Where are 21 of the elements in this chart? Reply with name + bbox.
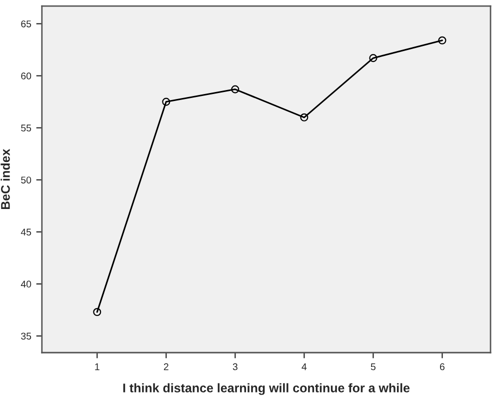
x-tick-label: 6 — [440, 363, 444, 370]
x-axis-title: I think distance learning will continue for a while — [123, 383, 410, 395]
y-tick-label: 50 — [21, 176, 32, 184]
x-tick-label: 1 — [95, 363, 100, 370]
x-tick-label: 3 — [232, 363, 238, 370]
y-tick-label: 40 — [20, 280, 32, 288]
x-tick-label: 4 — [302, 363, 307, 370]
point — [93, 308, 102, 316]
point — [369, 54, 378, 62]
y-tick-label: 55 — [21, 124, 32, 132]
y-tick-label: 65 — [21, 20, 32, 28]
point — [300, 113, 308, 122]
y-tick-label: 45 — [20, 228, 32, 236]
y-tick-label: 35 — [21, 332, 32, 340]
point — [162, 98, 170, 106]
x-tick-label: 5 — [370, 363, 376, 370]
y-axis-title: BeC index — [0, 148, 10, 210]
point — [231, 85, 240, 94]
y-tick-label: 60 — [21, 72, 32, 80]
point — [438, 36, 446, 44]
x-tick-label: 2 — [164, 363, 168, 370]
